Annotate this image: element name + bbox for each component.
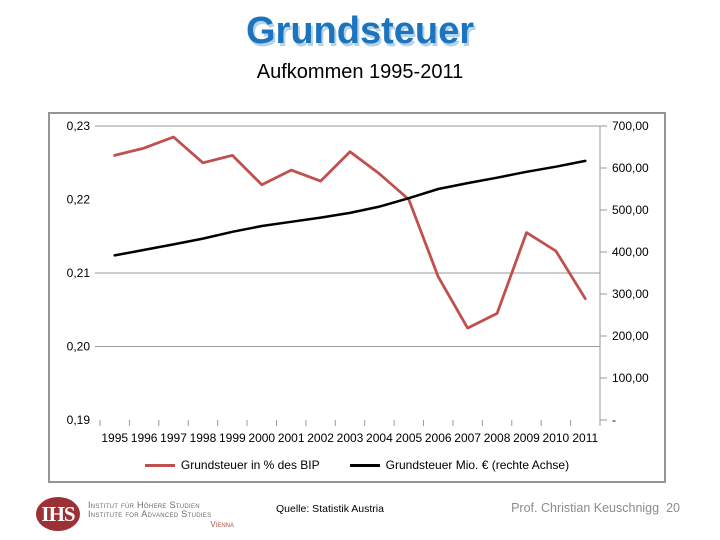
legend-label: Grundsteuer Mio. € (rechte Achse) <box>385 458 570 472</box>
x-axis-label: 2001 <box>278 431 305 445</box>
x-axis-label: 2006 <box>425 431 452 445</box>
right-axis-label: 700,00 <box>612 119 649 133</box>
ihs-logo-text: Institut für Höhere Studien Institute fo… <box>88 500 234 530</box>
x-axis-label: 2003 <box>337 431 364 445</box>
x-axis-label: 2010 <box>543 431 570 445</box>
x-axis-label: 2002 <box>307 431 334 445</box>
legend-line-swatch-icon <box>349 463 380 467</box>
series-line-0 <box>113 135 587 330</box>
x-axis-label: 2000 <box>248 431 275 445</box>
right-axis-label: 300,00 <box>612 287 649 301</box>
left-axis-label: 0,23 <box>67 119 91 133</box>
ihs-logo: IHS Institut für Höhere Studien Institut… <box>36 494 236 534</box>
legend-line-swatch-icon <box>144 463 175 467</box>
slide-title: Grundsteuer <box>245 10 475 52</box>
ihs-logo-line2: Institute for Advanced Studies <box>88 509 212 519</box>
x-axis-label: 2008 <box>484 431 511 445</box>
x-axis-label: 1996 <box>131 431 158 445</box>
right-axis-label: - <box>612 413 616 427</box>
x-axis-label: 2011 <box>572 431 598 445</box>
left-axis-label: 0,19 <box>67 413 91 427</box>
ihs-logo-ellipse-icon: IHS <box>36 497 80 531</box>
right-axis-label: 100,00 <box>612 371 649 385</box>
legend-item: Grundsteuer Mio. € (rechte Achse) <box>349 458 570 472</box>
right-axis-label: 600,00 <box>612 161 649 175</box>
slide-subtitle: Aufkommen 1995-2011 <box>256 61 464 83</box>
x-axis-label: 2005 <box>395 431 422 445</box>
chart-frame: 700,00 600,00 500,00 400,00 300,00 200,00 100,… <box>48 112 666 483</box>
chart-legend: Grundsteuer in % des BIP Grundsteuer Mio.… <box>50 458 664 472</box>
line-chart: 700,00 600,00 500,00 400,00 300,00 200,00 100,… <box>67 119 649 445</box>
x-axis-label: 1999 <box>219 431 246 445</box>
x-axis-label: 2009 <box>513 431 540 445</box>
series-line-1 <box>113 159 587 257</box>
ihs-logo-city: Vienna <box>210 520 234 529</box>
x-axis-label: 1997 <box>160 431 187 445</box>
ihs-logo-line1: Institut für Höhere Studien <box>88 500 200 510</box>
footer-author: Prof. Christian Keuschnigg <box>511 501 660 515</box>
x-axis-label: 2004 <box>366 431 393 445</box>
x-axis-label: 1995 <box>101 431 128 445</box>
footer: Prof. Christian Keuschnigg 20 <box>511 501 680 515</box>
left-axis-label: 0,22 <box>67 193 91 207</box>
x-axis-label: 1998 <box>190 431 217 445</box>
slide-page-number: 20 <box>666 501 680 515</box>
x-axis-label: 2007 <box>454 431 481 445</box>
left-axis-label: 0,20 <box>67 340 91 354</box>
right-axis-label: 400,00 <box>612 245 649 259</box>
right-axis-label: 500,00 <box>612 203 649 217</box>
left-axis-label: 0,21 <box>67 266 91 280</box>
right-axis-label: 200,00 <box>612 329 649 343</box>
legend-label: Grundsteuer in % des BIP <box>180 458 320 472</box>
source-note: Quelle: Statistik Austria <box>276 503 384 515</box>
legend-item: Grundsteuer in % des BIP <box>144 458 320 472</box>
